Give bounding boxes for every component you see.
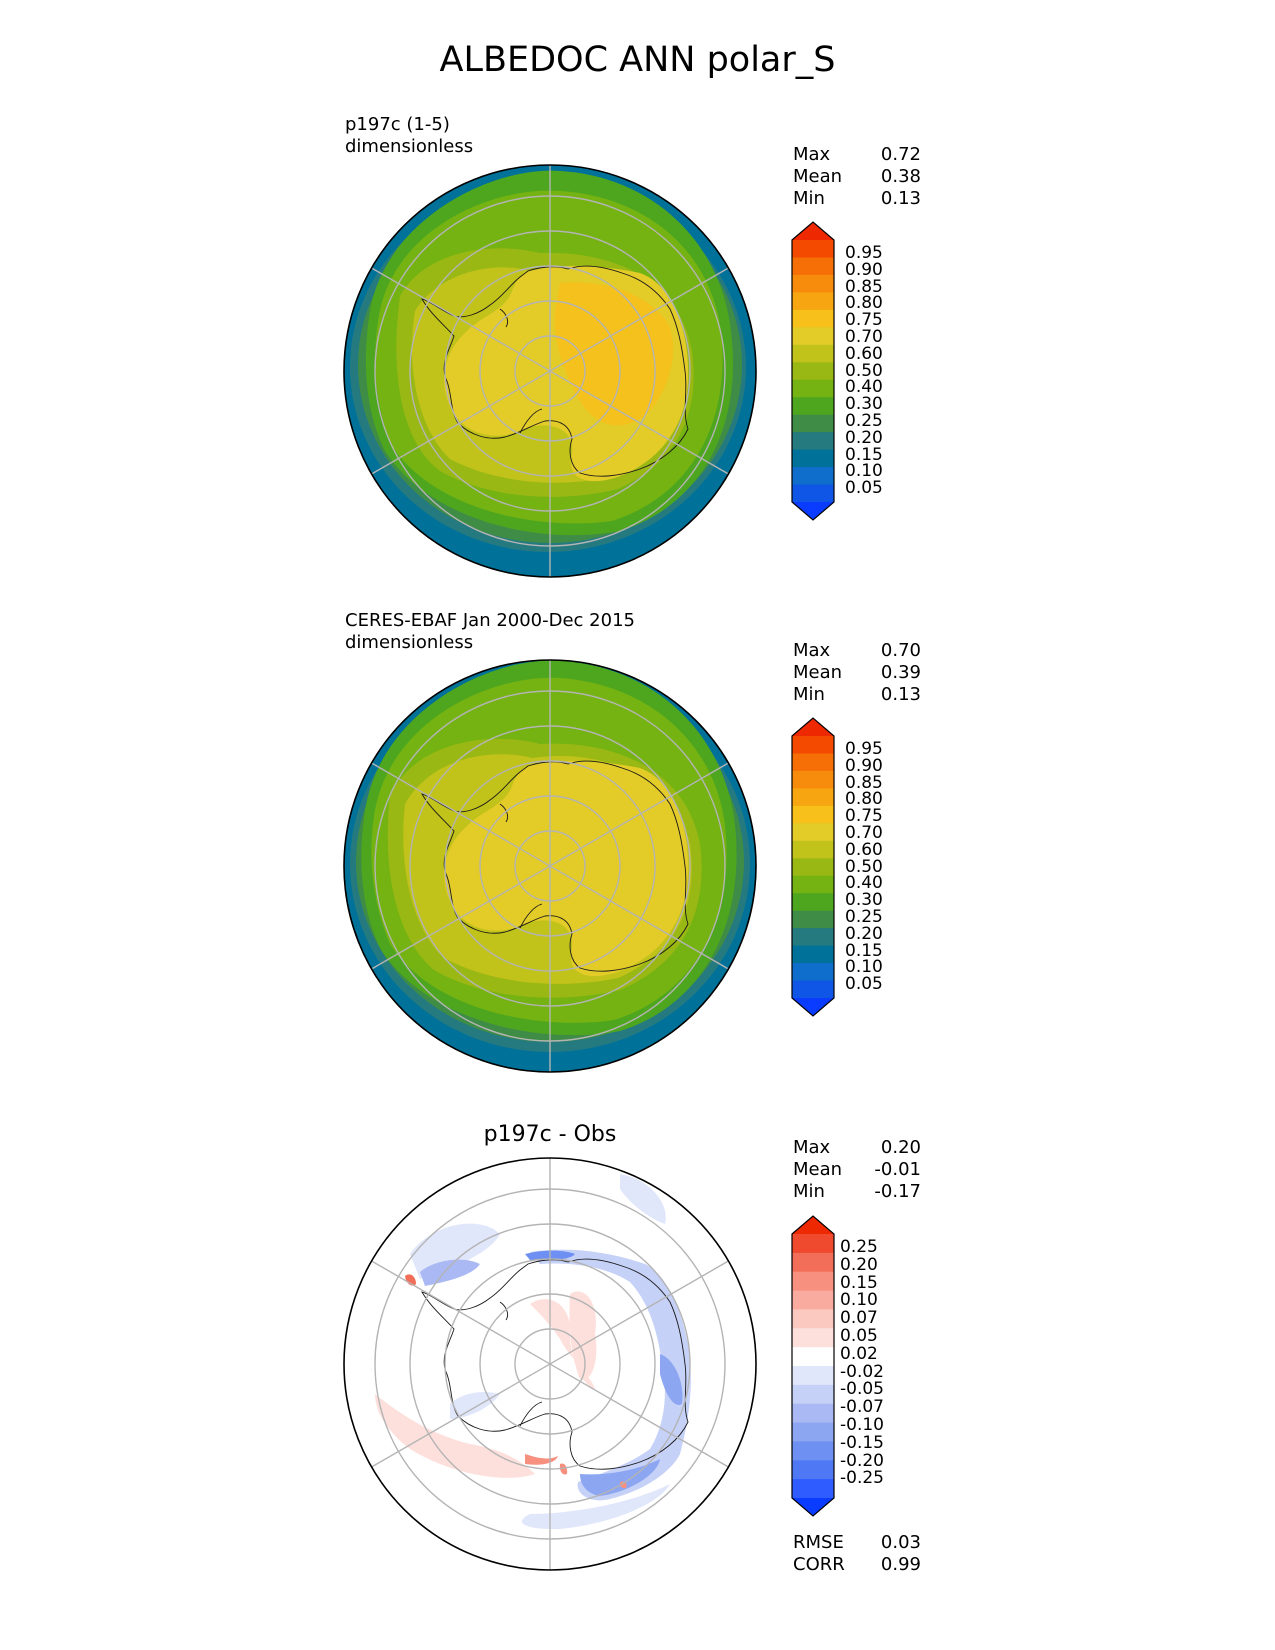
- map-difference-graticule: [371, 1158, 729, 1570]
- colorbar-segment: [792, 1328, 834, 1348]
- colorbar-segment: [792, 805, 834, 824]
- map-test-polar-plot: [343, 164, 757, 578]
- map-reference-coastline: [421, 760, 689, 972]
- colorbar-segment: [792, 449, 834, 468]
- stat-mean-row: Mean 0.39: [793, 662, 921, 683]
- colorbar-extend-min: [792, 1498, 834, 1516]
- panel-reference-stats: Max 0.70 Mean 0.39 Min 0.13: [793, 640, 921, 706]
- colorbar-segment: [792, 362, 834, 381]
- colorbar-segment: [792, 1384, 834, 1405]
- panel-difference-stats: Max 0.20 Mean -0.01 Min -0.17: [793, 1137, 921, 1203]
- colorbar-segment: [792, 414, 834, 433]
- panel-test-stats: Max 0.72 Mean 0.38 Min 0.13: [793, 144, 921, 210]
- colorbar-extend-min: [792, 502, 834, 520]
- stat-min-row: Min 0.13: [793, 188, 921, 209]
- metric-rmse-row: RMSE 0.03: [793, 1532, 921, 1553]
- colorbar-difference-ticks: 0.25 0.20 0.15 0.10 0.07 0.05 0.02 -0.02…: [840, 1237, 884, 1489]
- colorbar-segment: [792, 928, 834, 947]
- colorbar-segment: [792, 770, 834, 789]
- panel-reference-title: CERES-EBAF Jan 2000-Dec 2015 dimensionle…: [345, 610, 635, 654]
- map-reference-polar-plot: [343, 659, 757, 1073]
- metric-corr-row: CORR 0.99: [793, 1554, 921, 1575]
- map-test-boundary: [343, 164, 757, 578]
- colorbar-test-ticks: 0.95 0.90 0.85 0.80 0.75 0.70 0.60 0.50 …: [845, 243, 883, 499]
- stat-mean-row: Mean 0.38: [793, 166, 921, 187]
- colorbar-segment: [792, 327, 834, 346]
- colorbar-segment: [792, 963, 834, 982]
- colorbar-segment: [792, 309, 834, 328]
- colorbar-segment: [792, 753, 834, 772]
- colorbar-extend-max: [792, 718, 834, 736]
- colorbar-segment: [792, 840, 834, 859]
- panel-difference-metrics: RMSE 0.03 CORR 0.99: [793, 1532, 921, 1576]
- colorbar-segment: [792, 1309, 834, 1329]
- panel-difference-title: p197c - Obs: [483, 1122, 617, 1147]
- colorbar-segment: [792, 344, 834, 363]
- colorbar-reference-ticks: 0.95 0.90 0.85 0.80 0.75 0.70 0.60 0.50 …: [845, 739, 883, 995]
- panel-test-title: p197c (1-5) dimensionless: [345, 114, 473, 158]
- colorbar-extend-max: [792, 1216, 834, 1234]
- stat-max-row: Max 0.20: [793, 1137, 921, 1158]
- colorbar-segment: [792, 292, 834, 311]
- colorbar-segment: [792, 788, 834, 807]
- stat-min-row: Min -0.17: [793, 1181, 921, 1202]
- colorbar-segment: [792, 257, 834, 276]
- colorbar-segment: [792, 397, 834, 416]
- map-difference-coastline: [421, 1258, 689, 1470]
- colorbar-extend-min: [792, 998, 834, 1016]
- colorbar-segment: [792, 379, 834, 398]
- panel-test-case-name: p197c (1-5): [345, 114, 450, 135]
- colorbar-segment: [792, 1479, 834, 1499]
- colorbar-segment: [792, 1271, 834, 1292]
- colorbar-segment: [792, 736, 834, 754]
- map-reference-boundary: [343, 659, 757, 1073]
- colorbar-test-segments: [792, 222, 834, 520]
- colorbar-segment: [792, 1422, 834, 1442]
- colorbar-segment: [792, 1441, 834, 1461]
- colorbar-segment: [792, 274, 834, 293]
- colorbar-segment: [792, 945, 834, 964]
- colorbar-segment: [792, 484, 834, 503]
- colorbar-reference: [791, 717, 835, 1017]
- map-test-field: [344, 165, 756, 577]
- colorbar-segment: [792, 240, 834, 258]
- figure-title: ALBEDOC ANN polar_S: [439, 40, 836, 80]
- colorbar-segment: [792, 823, 834, 842]
- colorbar-segment: [792, 1290, 834, 1310]
- map-test-coastline: [421, 265, 689, 477]
- stat-min-row: Min 0.13: [793, 684, 921, 705]
- map-reference-graticule: [371, 660, 729, 1072]
- panel-reference-dataset-name: CERES-EBAF Jan 2000-Dec 2015: [345, 610, 635, 631]
- colorbar-segment: [792, 875, 834, 894]
- colorbar-segment: [792, 1460, 834, 1480]
- colorbar-test: [791, 221, 835, 521]
- stat-mean-row: Mean -0.01: [793, 1159, 921, 1180]
- colorbar-segment: [792, 1366, 834, 1386]
- colorbar-segment: [792, 893, 834, 912]
- colorbar-segment: [792, 910, 834, 929]
- colorbar-difference: [791, 1215, 835, 1517]
- map-difference-polar-plot: [343, 1157, 757, 1571]
- colorbar-segment: [792, 858, 834, 877]
- colorbar-segment: [792, 980, 834, 999]
- map-test-graticule: [371, 165, 729, 577]
- colorbar-extend-max: [792, 222, 834, 240]
- colorbar-segment: [792, 467, 834, 486]
- colorbar-segment: [792, 1403, 834, 1424]
- stat-max-row: Max 0.72: [793, 144, 921, 165]
- colorbar-segment: [792, 432, 834, 451]
- stat-max-row: Max 0.70: [793, 640, 921, 661]
- colorbar-segment: [792, 1252, 834, 1273]
- panel-reference-units: dimensionless: [345, 632, 474, 653]
- colorbar-reference-segments: [792, 718, 834, 1016]
- colorbar-difference-segments: [792, 1216, 834, 1516]
- colorbar-segment: [792, 1347, 834, 1367]
- map-difference-boundary: [343, 1157, 757, 1571]
- colorbar-segment: [792, 1234, 834, 1254]
- panel-test-units: dimensionless: [345, 136, 474, 157]
